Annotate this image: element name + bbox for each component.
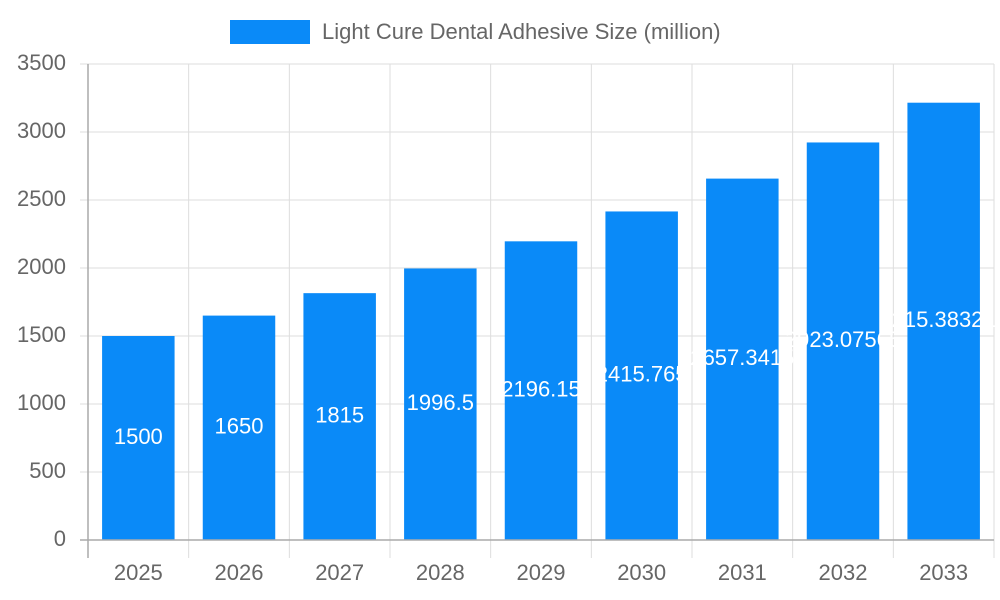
x-tick-label: 2031 [718,560,767,585]
data-label: 2415.765 [596,362,688,387]
y-tick-label: 3500 [17,50,66,75]
bar [907,102,980,540]
bar [303,293,376,540]
bar [706,178,779,540]
x-tick-label: 2025 [114,560,163,585]
y-tick-label: 1500 [17,322,66,347]
bar [605,211,678,540]
bar [202,315,276,540]
legend-swatch [230,20,310,44]
data-label: 2923.07565 [785,327,901,352]
y-tick-label: 2000 [17,254,66,279]
data-label: 1996.5 [407,390,474,415]
y-tick-label: 1000 [17,390,66,415]
y-tick-label: 2500 [17,186,66,211]
x-tick-label: 2033 [919,560,968,585]
bar [806,142,880,540]
y-tick-label: 3000 [17,118,66,143]
bar [404,268,477,540]
x-tick-label: 2027 [315,560,364,585]
y-tick-label: 0 [54,526,66,551]
bar [504,241,578,540]
data-label: 1500 [114,424,163,449]
legend-label: Light Cure Dental Adhesive Size (million… [322,19,721,44]
x-tick-label: 2029 [517,560,566,585]
x-tick-label: 2026 [215,560,264,585]
x-tick-label: 2032 [819,560,868,585]
y-tick-label: 500 [29,458,66,483]
data-label: 1650 [215,414,264,439]
data-label: 3215.383215 [879,307,1000,332]
x-tick-label: 2028 [416,560,465,585]
data-label: 2657.3415 [690,345,794,370]
bar [102,336,175,540]
data-label: 1815 [315,402,364,427]
data-label: 2196.15 [501,376,581,401]
x-tick-label: 2030 [617,560,666,585]
